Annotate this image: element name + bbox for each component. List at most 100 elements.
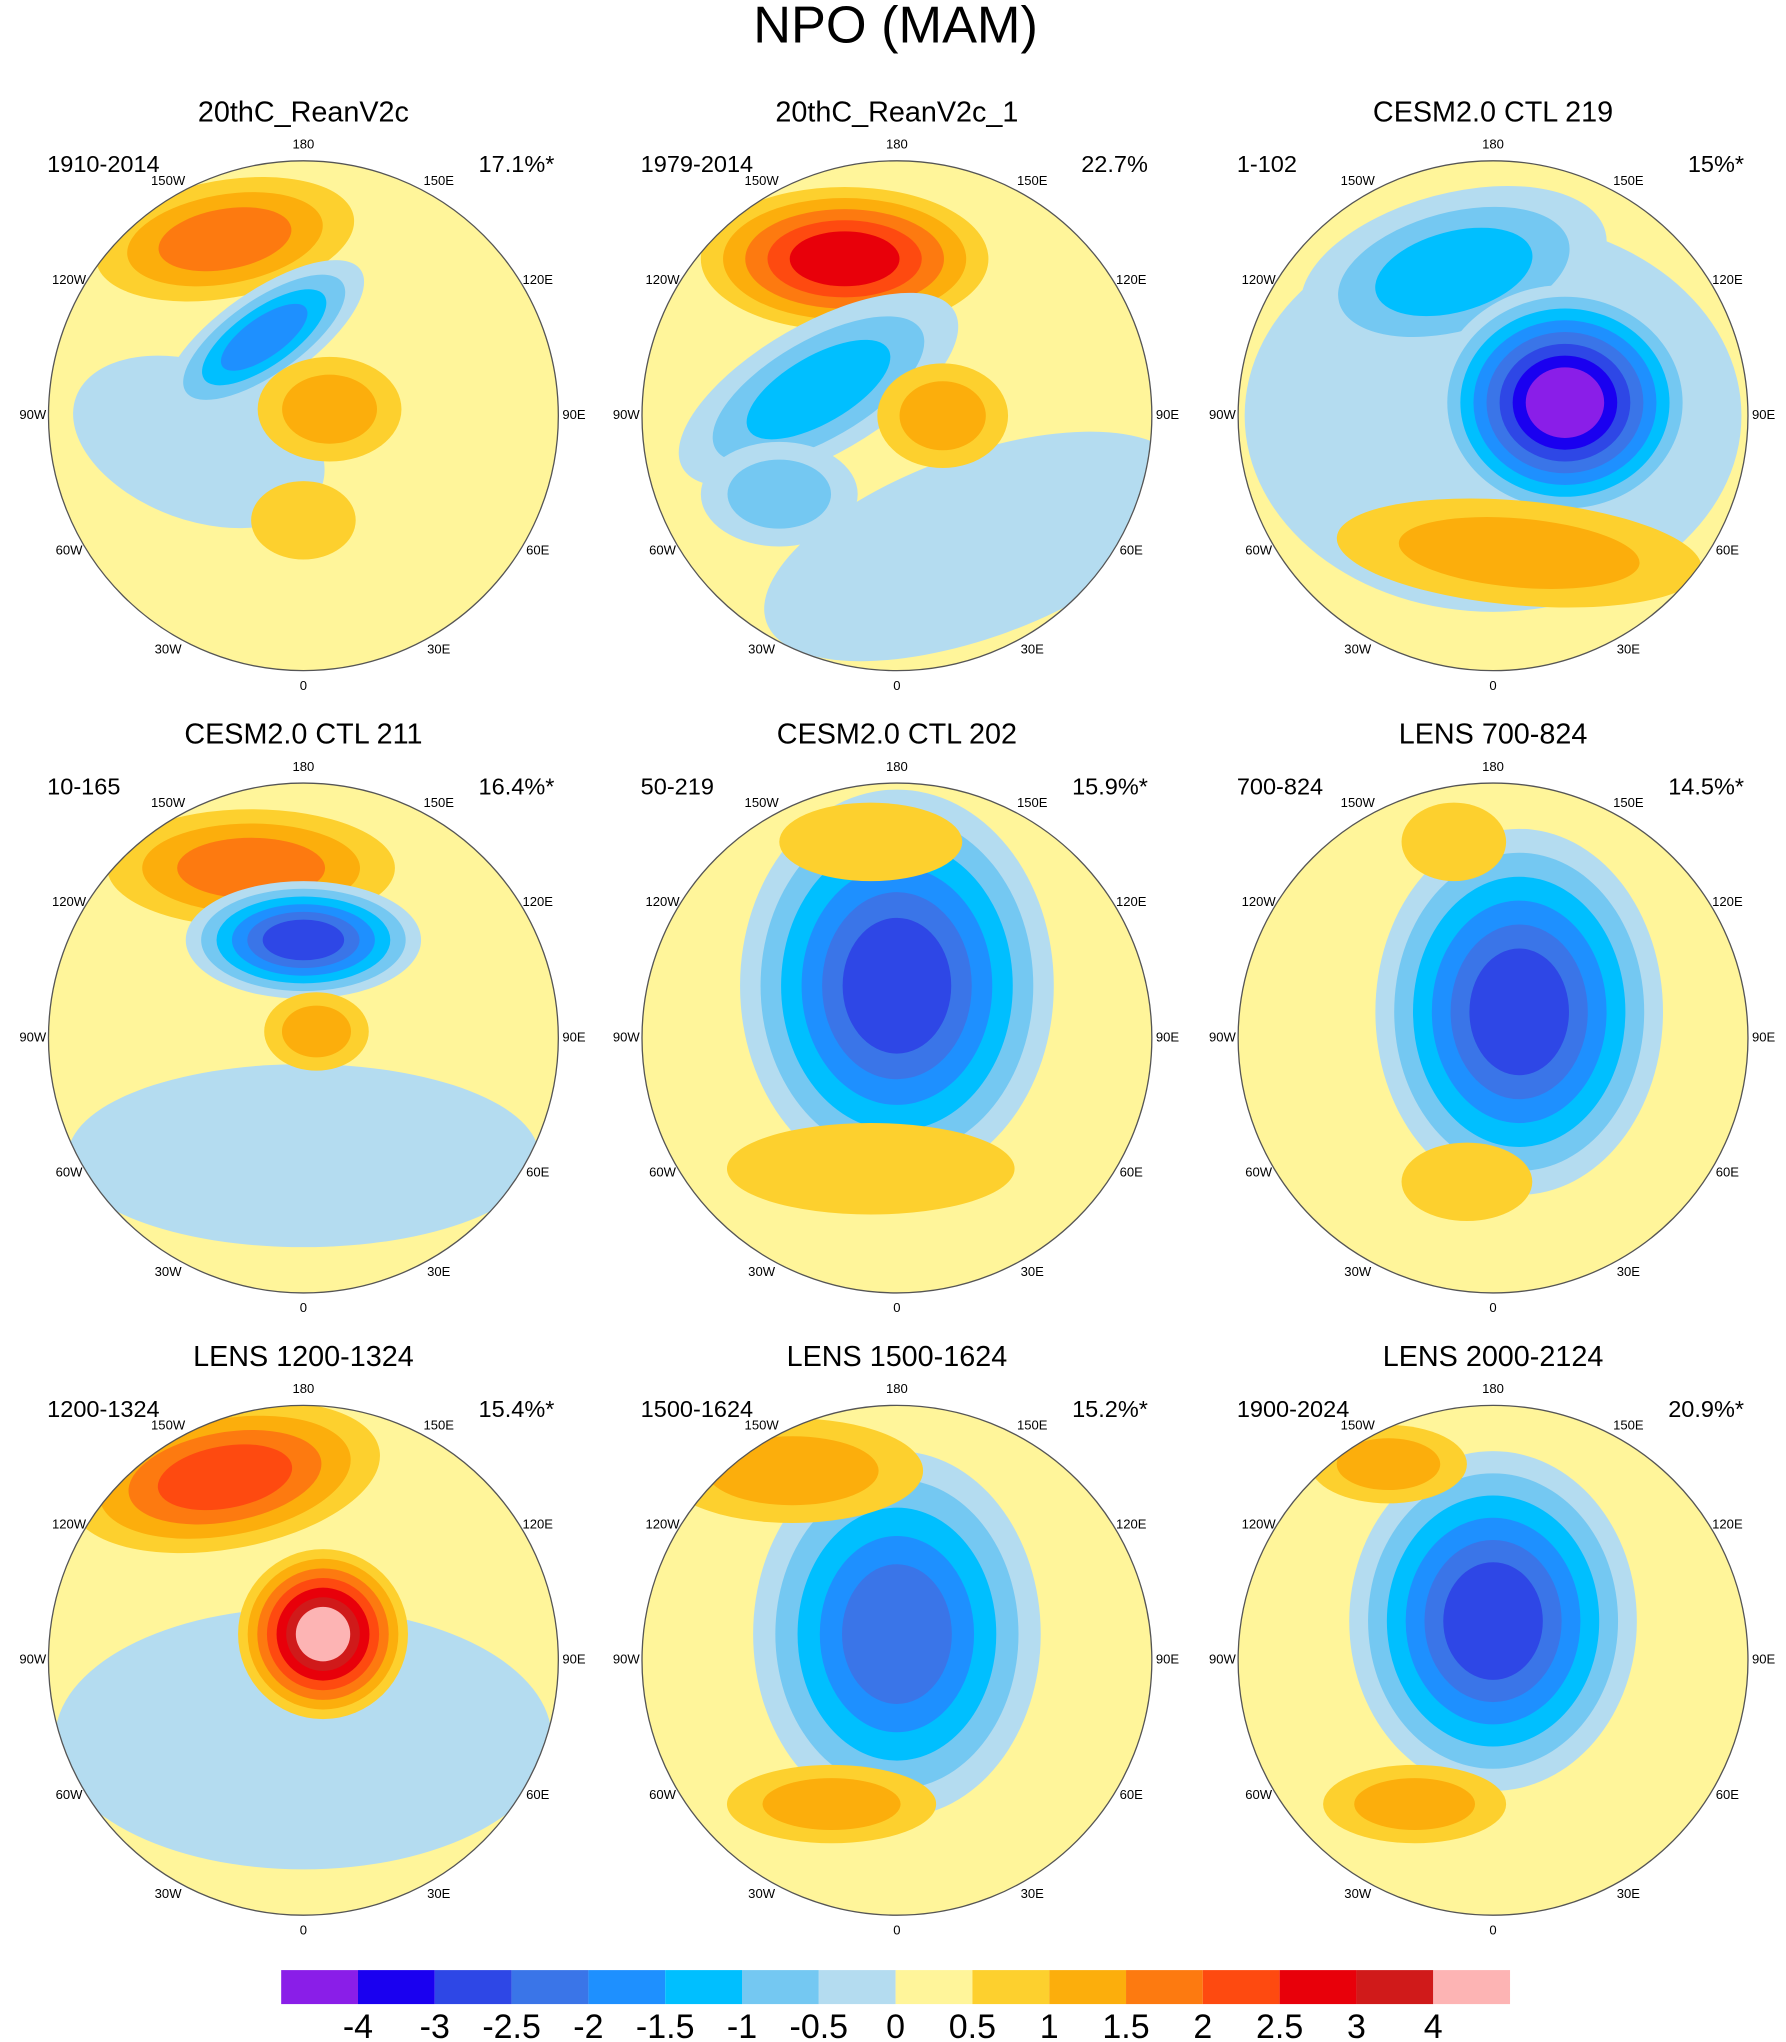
longitude-label: 30W — [155, 1886, 183, 1901]
contour-region — [727, 459, 832, 529]
colorbar-box — [895, 1970, 973, 2005]
contour-region — [55, 1607, 552, 1870]
longitude-label: 120E — [523, 894, 554, 909]
longitude-label: 90E — [1156, 1029, 1180, 1044]
longitude-label: 30E — [1617, 642, 1641, 657]
longitude-label: 0 — [1489, 1922, 1496, 1937]
longitude-label: 90E — [1752, 407, 1776, 422]
map-outline — [47, 160, 559, 672]
longitude-label: 0 — [300, 678, 307, 693]
panel-title: LENS 2000-2124 — [1383, 1341, 1604, 1373]
colorbar-box — [665, 1970, 743, 2005]
longitude-label: 90E — [1156, 1652, 1180, 1667]
contour-region — [1525, 367, 1605, 438]
contour-region — [1336, 1438, 1441, 1491]
panel-title: CESM2.0 CTL 211 — [184, 719, 422, 751]
map — [641, 1405, 1152, 1916]
longitude-label: 150W — [151, 173, 186, 188]
longitude-label: 180 — [293, 1381, 315, 1396]
longitude-label: 30E — [427, 1264, 451, 1279]
panel-period: 1910-2014 — [47, 151, 159, 177]
contour-region — [746, 339, 891, 440]
colorbar-box — [357, 1970, 435, 2005]
colorbar-label: 0.5 — [949, 2008, 996, 2042]
panel-title: LENS 700-824 — [1399, 719, 1588, 751]
longitude-label: 120W — [52, 1516, 87, 1531]
longitude-label: 0 — [893, 1922, 900, 1937]
longitude-label: 120W — [1242, 272, 1277, 287]
colorbar-label: -1 — [727, 2008, 757, 2042]
longitude-label: 30W — [748, 1264, 776, 1279]
longitude-label: 60E — [1716, 1165, 1740, 1180]
longitude-label: 90E — [1156, 407, 1180, 422]
longitude-label: 150E — [1017, 1417, 1048, 1432]
longitude-label: 120E — [1116, 1516, 1147, 1531]
longitude-label: 60E — [1120, 1787, 1144, 1802]
panel-title: LENS 1500-1624 — [787, 1341, 1008, 1373]
map — [1238, 783, 1748, 1293]
colorbar-label: -0.5 — [790, 2008, 849, 2042]
contour-region — [1401, 1142, 1533, 1222]
longitude-label: 90W — [613, 1029, 641, 1044]
panel-period: 1200-1324 — [47, 1396, 159, 1422]
longitude-label: 120W — [646, 1516, 681, 1531]
longitude-label: 90W — [1209, 1652, 1237, 1667]
contour-region — [779, 802, 963, 882]
longitude-label: 120W — [1242, 894, 1277, 909]
colorbar-label: -2.5 — [482, 2008, 541, 2042]
colorbar-box — [1433, 1970, 1511, 2005]
map — [48, 783, 559, 1293]
longitude-label: 30E — [1617, 1886, 1641, 1901]
panel-title: 20thC_ReanV2c — [198, 96, 409, 128]
longitude-label: 120E — [1116, 272, 1147, 287]
contour-region — [157, 1444, 293, 1511]
colorbar-label: 2.5 — [1256, 2008, 1303, 2042]
longitude-label: 120W — [646, 894, 681, 909]
contour-region — [1443, 1562, 1543, 1680]
panel-variance: 16.4%* — [479, 774, 555, 800]
contour-region — [764, 431, 1152, 662]
colorbar-label: 2 — [1193, 2008, 1212, 2042]
panel-variance: 15.2%* — [1072, 1396, 1148, 1422]
contour-region — [1354, 1778, 1476, 1830]
longitude-label: 30W — [1344, 1264, 1372, 1279]
longitude-label: 90W — [613, 1652, 641, 1667]
longitude-label: 30E — [1021, 1264, 1045, 1279]
contour-region — [1398, 517, 1640, 589]
longitude-label: 60W — [649, 1787, 677, 1802]
longitude-label: 60E — [526, 1787, 550, 1802]
colorbar-label: 4 — [1424, 2008, 1443, 2042]
longitude-label: 180 — [886, 137, 908, 152]
panel-variance: 20.9%* — [1668, 1396, 1744, 1422]
longitude-label: 60E — [1716, 1787, 1740, 1802]
map-outline — [47, 782, 559, 1294]
colorbar-label: -2 — [573, 2008, 603, 2042]
contour-region — [706, 1436, 879, 1506]
longitude-label: 30W — [748, 1886, 776, 1901]
map-outline — [1237, 1404, 1749, 1916]
longitude-label: 90E — [1752, 1652, 1776, 1667]
map — [641, 783, 1152, 1293]
longitude-label: 150W — [745, 173, 780, 188]
longitude-label: 90W — [1209, 407, 1237, 422]
longitude-label: 150W — [151, 1417, 186, 1432]
panel-title: CESM2.0 CTL 202 — [777, 719, 1017, 751]
longitude-label: 90E — [562, 1652, 586, 1667]
longitude-label: 60W — [56, 1787, 84, 1802]
longitude-label: 150W — [745, 1417, 780, 1432]
panel-title: CESM2.0 CTL 219 — [1373, 96, 1613, 128]
contour-region — [282, 374, 378, 444]
map — [1238, 1405, 1748, 1916]
longitude-label: 0 — [893, 1300, 900, 1315]
contour-region — [281, 1005, 351, 1058]
colorbar-label: 1.5 — [1102, 2008, 1149, 2042]
longitude-label: 180 — [1482, 759, 1504, 774]
colorbar-box — [1279, 1970, 1357, 2005]
longitude-label: 180 — [886, 759, 908, 774]
longitude-label: 120W — [52, 894, 87, 909]
map-outline — [1237, 160, 1749, 672]
contour-region — [158, 207, 292, 272]
panel-period: 1-102 — [1237, 151, 1297, 177]
longitude-label: 60W — [1245, 542, 1273, 557]
